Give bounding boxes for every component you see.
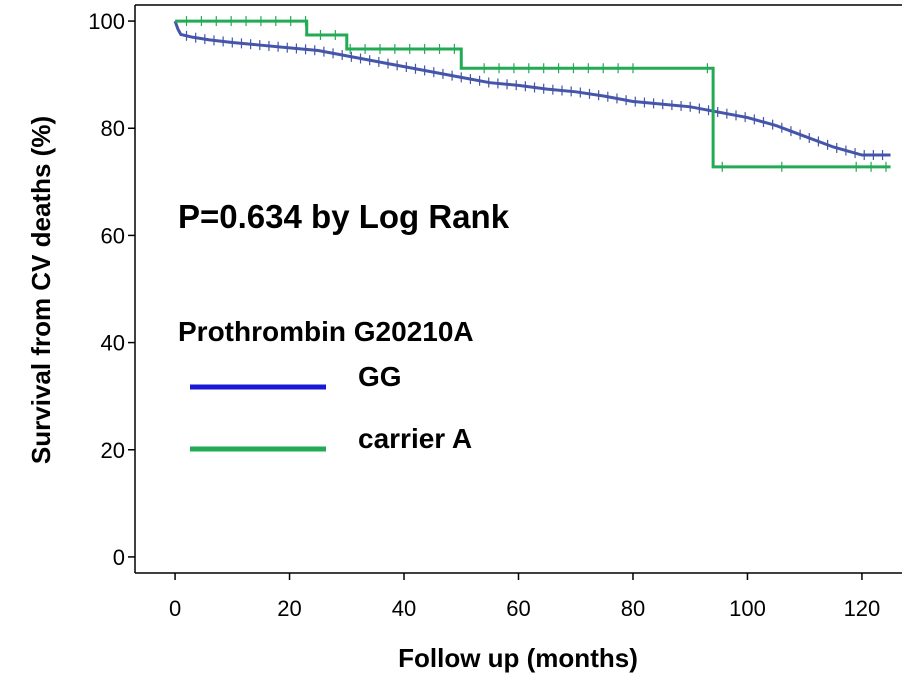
x-tick-label: 0 [169, 596, 181, 621]
y-tick-label: 20 [101, 438, 125, 463]
y-tick-label: 100 [88, 9, 125, 34]
y-tick-label: 40 [101, 331, 125, 356]
y-tick-label: 60 [101, 223, 125, 248]
x-tick-label: 120 [844, 596, 881, 621]
x-tick-label: 40 [392, 596, 416, 621]
x-axis-title: Follow up (months) [398, 643, 638, 673]
x-tick-label: 100 [729, 596, 766, 621]
x-tick-label: 80 [621, 596, 645, 621]
series-line-gg [173, 20, 891, 157]
log-rank-annotation: P=0.634 by Log Rank [178, 198, 510, 235]
y-axis-title: Survival from CV deaths (%) [26, 116, 56, 464]
censor-marks-gg [185, 30, 884, 161]
y-tick-label: 80 [101, 116, 125, 141]
x-tick-label: 20 [277, 596, 301, 621]
legend-label-gg: GG [358, 361, 402, 392]
legend: Prothrombin G20210A GG carrier A [178, 316, 474, 454]
y-tick-label: 0 [113, 545, 125, 570]
x-tick-label: 60 [506, 596, 530, 621]
axes: 0 20 40 60 80 100 120 0 20 40 60 80 100 Follow up (mo… [26, 4, 902, 673]
censor-marks-carrier-a [185, 16, 887, 172]
series-layer [173, 16, 891, 172]
legend-label-carrier-a: carrier A [358, 423, 472, 454]
legend-title: Prothrombin G20210A [178, 316, 474, 347]
series-line-carrier-a [175, 19, 891, 169]
